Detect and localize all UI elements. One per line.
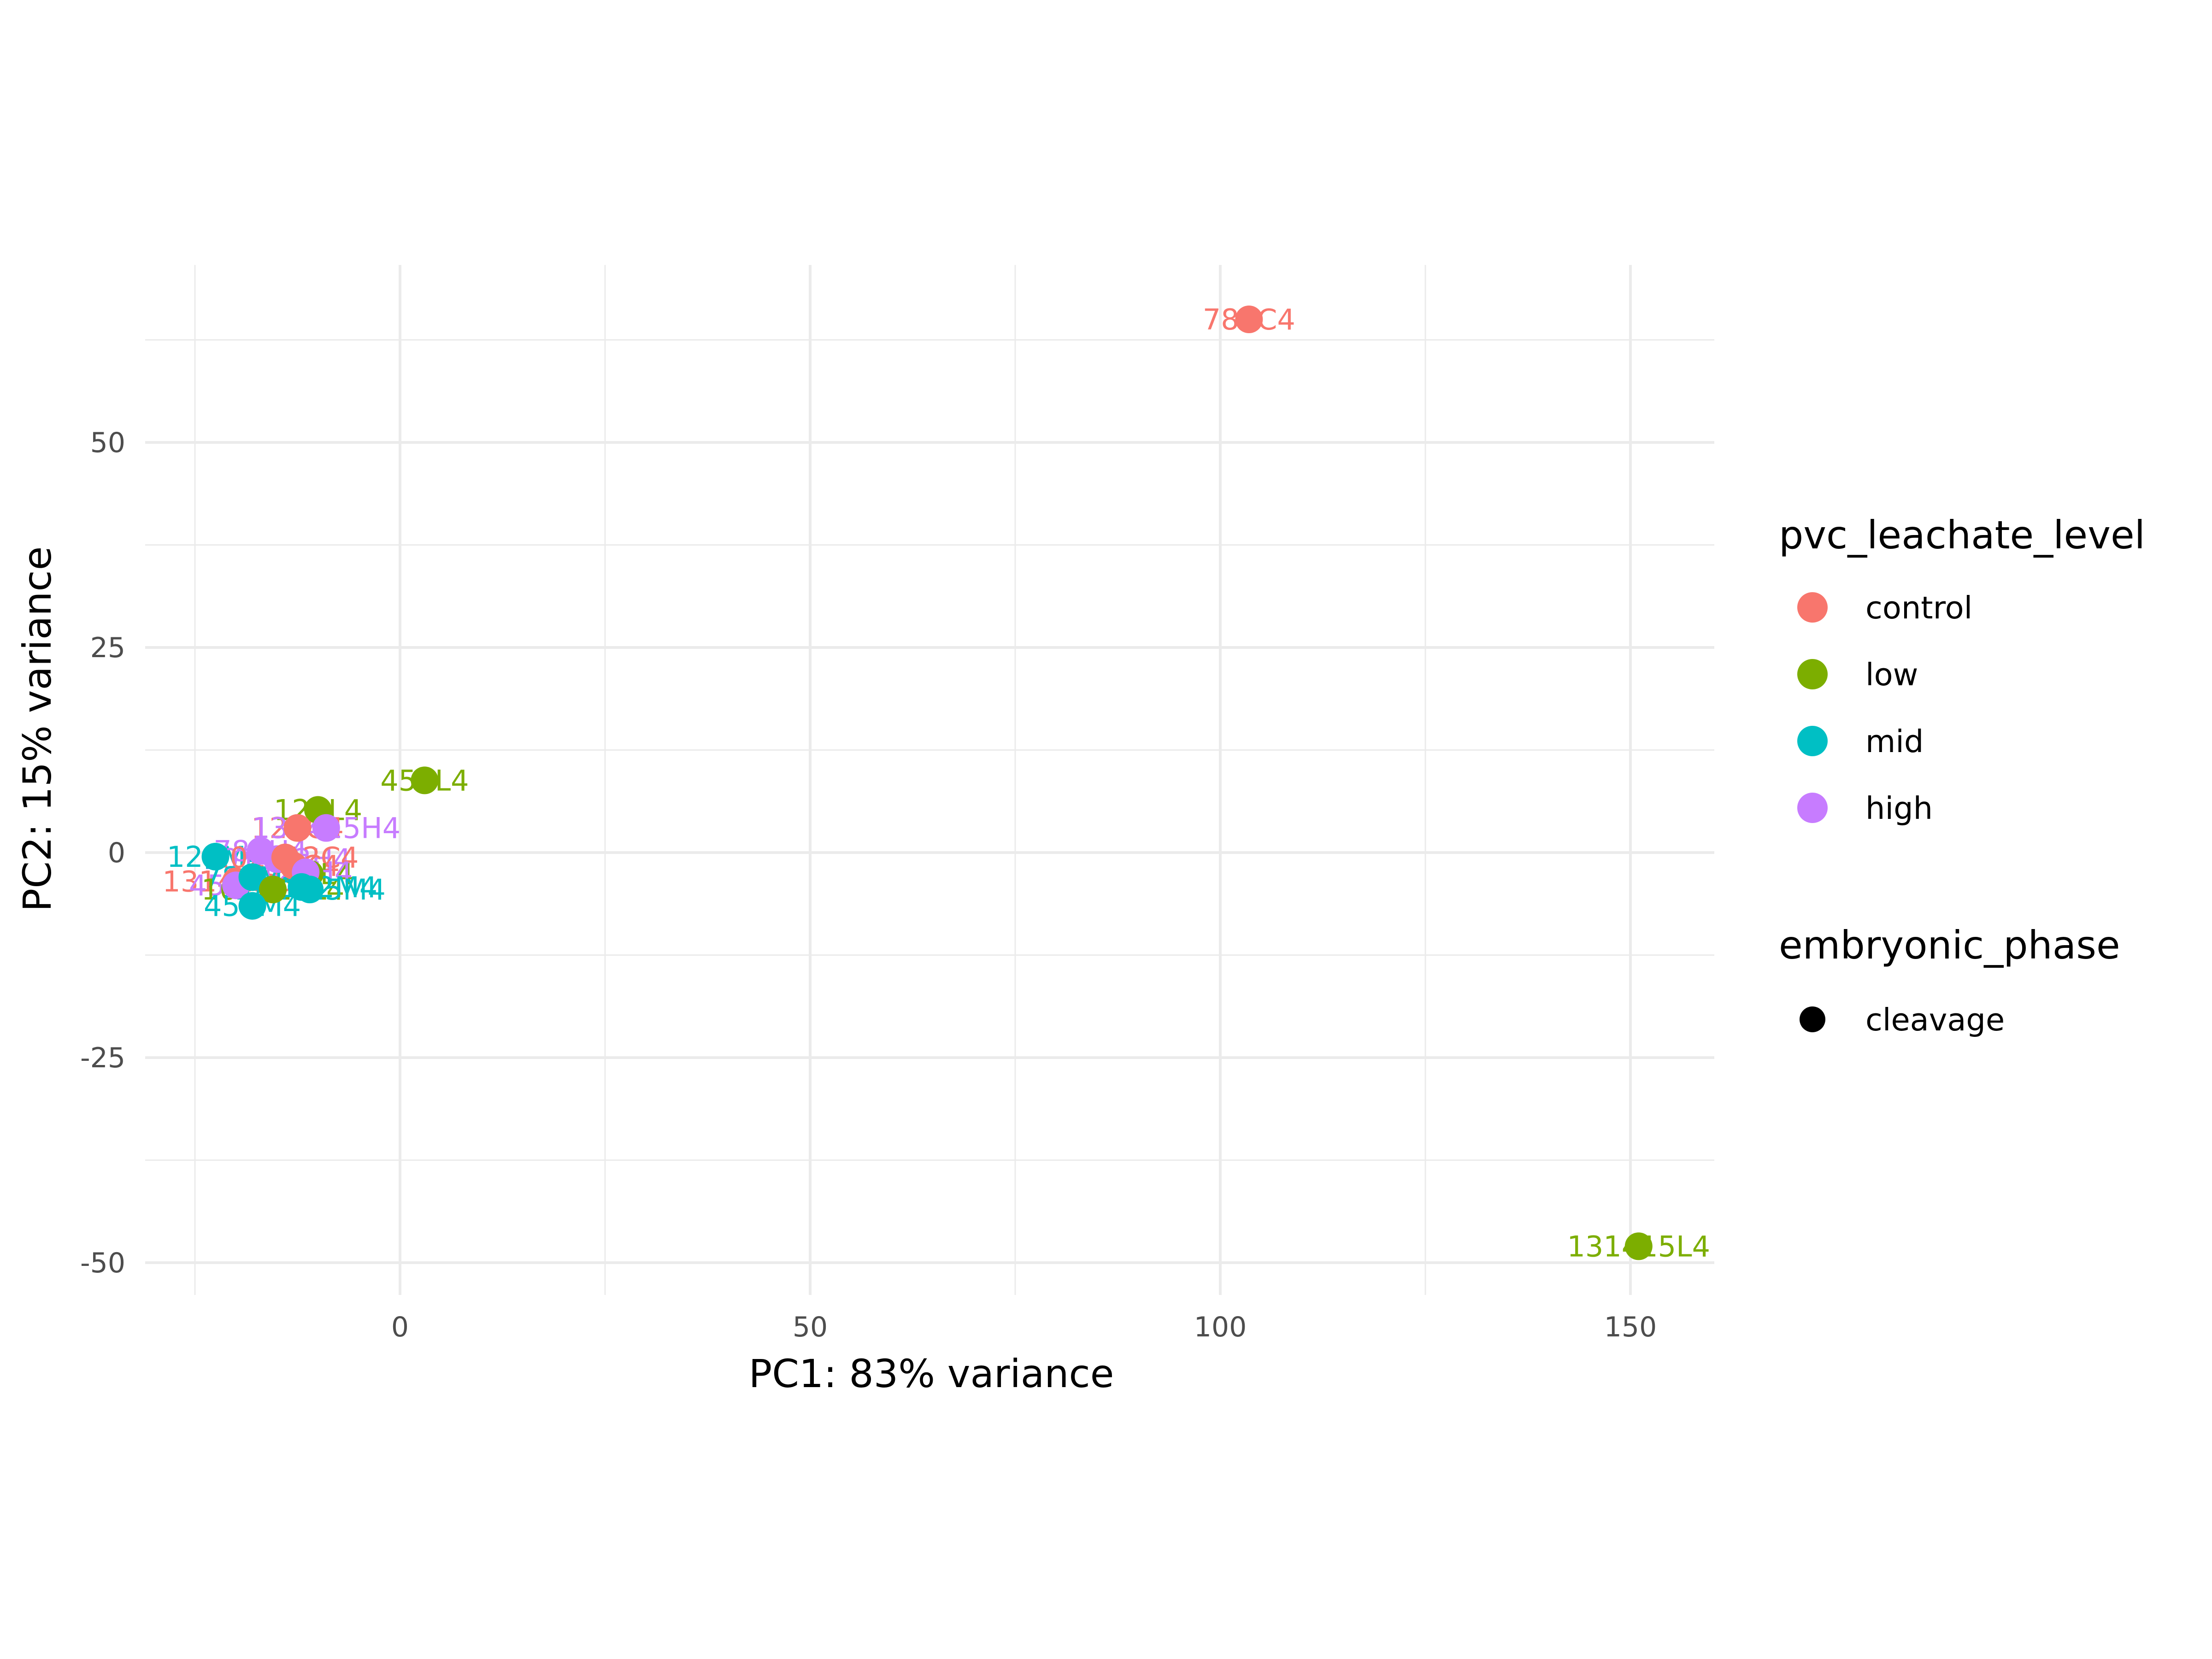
y-tick-label-0: -50 <box>80 1247 125 1279</box>
data-point-123C4 <box>283 814 312 842</box>
x-tick-label-3: 150 <box>1604 1311 1657 1343</box>
data-point-101112L4 <box>259 876 287 904</box>
legend-label-control: control <box>1865 590 1972 626</box>
x-tick-label-0: 0 <box>391 1311 409 1343</box>
legend-label-low: low <box>1865 657 1918 693</box>
data-point-123M4 <box>201 842 229 871</box>
legend-key-mid <box>1797 726 1828 756</box>
legend-key-control <box>1797 592 1828 623</box>
x-axis-ticks: 0 50 100 150 <box>391 1311 1657 1343</box>
x-tick-label-2: 100 <box>1194 1311 1247 1343</box>
legend-key-high <box>1797 793 1828 823</box>
y-tick-label-3: 25 <box>90 632 125 664</box>
data-point-456M4 <box>238 892 266 920</box>
x-tick-label-1: 50 <box>793 1311 828 1343</box>
y-axis-title: PC2: 15% variance <box>15 547 60 912</box>
data-points <box>201 306 1653 1260</box>
data-point-131415L4 <box>1624 1232 1653 1260</box>
legend-title-pvc-leachate-level: pvc_leachate_level <box>1779 512 2145 558</box>
x-axis-title: PC1: 83% variance <box>749 1351 1114 1396</box>
legend-key-cleavage <box>1800 1006 1825 1032</box>
legend: pvc_leachate_level control low mid high … <box>1779 512 2145 1038</box>
y-tick-label-1: -25 <box>80 1042 125 1074</box>
y-tick-label-2: 0 <box>108 837 125 869</box>
data-point-456L4 <box>411 766 439 794</box>
y-axis-ticks: -50 -25 0 25 50 <box>80 427 125 1279</box>
legend-label-cleavage: cleavage <box>1865 1002 2005 1038</box>
data-point-131415M4 <box>296 876 324 904</box>
legend-label-high: high <box>1865 790 1933 826</box>
data-point-789M4 <box>238 863 266 891</box>
point-labels: 789C4131415L4456L4123L4123C4131415H4123M… <box>162 303 1710 1263</box>
legend-key-low <box>1797 659 1828 689</box>
y-tick-label-4: 50 <box>90 427 125 459</box>
data-point-789C4 <box>1235 306 1263 333</box>
data-point-131415H4 <box>312 814 340 842</box>
legend-label-mid: mid <box>1865 724 1924 759</box>
grid-lines <box>145 265 1714 1295</box>
legend-title-embryonic-phase: embryonic_phase <box>1779 923 2120 968</box>
